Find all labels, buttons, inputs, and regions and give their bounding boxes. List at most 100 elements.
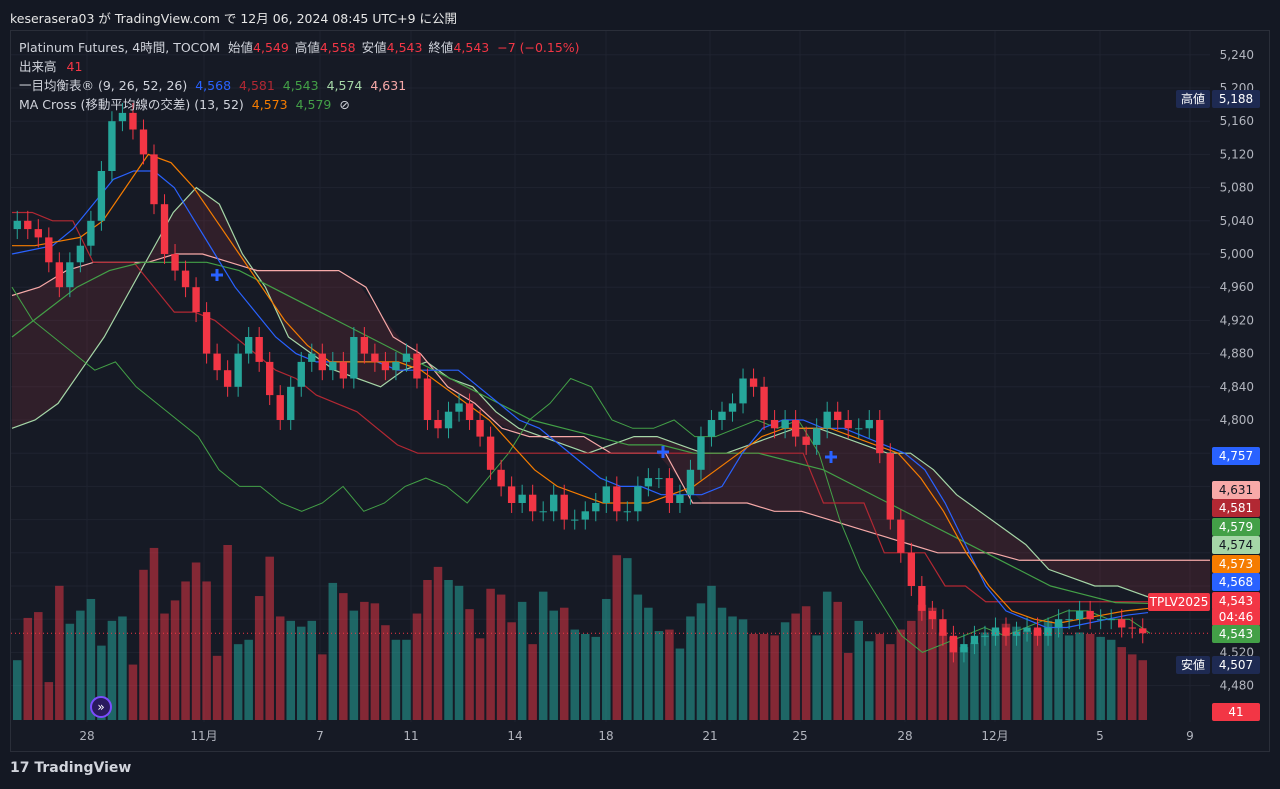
symbol-name: Platinum Futures, 4時間, TOCOM [19,40,221,55]
candle-body [1096,619,1105,621]
volume-bar [917,604,927,720]
volume-bar [286,620,295,720]
price-tick-label: 5,120 [1220,147,1254,161]
candle-body [339,361,348,379]
volume-bar [612,555,622,720]
ma-fast-value: 4,573 [251,97,288,112]
candle-body [571,519,579,521]
candle-body [686,469,695,495]
candle-body [560,494,568,520]
volume-bars [13,545,1147,720]
candle-body [707,420,716,437]
ichimoku-label: 一目均衡表® (9, 26, 52, 26) [19,78,188,93]
volume-bar [654,631,664,720]
candle-body [791,420,800,437]
volume-bar [1117,647,1126,720]
candle-body [223,370,232,387]
high-marker-label: 高値 [1176,90,1210,108]
ichimoku-tenkan-value: 4,568 [195,78,232,93]
candle-body [1054,619,1063,628]
candle-body [129,112,137,130]
candle-body [1044,627,1052,636]
volume-bar [318,654,327,720]
price-tick-label: 4,920 [1220,313,1254,327]
ma-cross-marker [657,446,669,458]
volume-bar [791,613,800,720]
candle-body [602,486,610,503]
price-tick-label: 4,880 [1220,347,1254,361]
eye-off-icon[interactable]: ⊘ [339,97,350,112]
ma-cross-legend[interactable]: MA Cross (移動平均線の交差) (13, 52) 4,573 4,579… [19,95,580,114]
candle-body [360,337,369,354]
candle-body [287,386,295,420]
volume-bar [307,620,317,720]
candle-body [255,337,263,362]
candle-body [118,112,127,122]
candle-body [1118,619,1126,628]
candle-body [949,635,958,653]
candle-body [497,469,505,487]
candle-body [665,478,674,503]
candle-body [171,254,179,271]
volume-bar [34,612,43,720]
tradingview-brand[interactable]: 17 TradingView [10,760,131,776]
price-scale-label: 04:46 [1212,608,1260,626]
volume-bar [949,636,958,720]
candle-body [434,420,442,429]
candle-body [329,361,337,371]
candle-body [939,619,947,636]
volume-bar [938,632,948,720]
ichimoku-spana-value: 4,574 [326,78,363,93]
volume-bar [181,581,190,720]
price-tick-label: 5,040 [1220,214,1254,228]
candle-body [181,270,190,288]
volume-bar [149,547,159,720]
high-label: 高値 [294,40,320,55]
volume-bar [381,625,390,720]
volume-bar [559,607,569,720]
volume-bar [833,601,842,720]
volume-bar [107,620,117,720]
volume-bar [1075,632,1084,720]
volume-label: 出来高 [19,59,57,74]
volume-bar [1138,660,1147,720]
candle-body [24,220,32,230]
volume-bar [686,616,695,720]
volume-bar [665,629,674,720]
candle-body [1002,627,1010,636]
ma-cross-marker [825,451,837,463]
candle-body [1107,619,1115,621]
candle-body [802,436,810,445]
volume-bar [412,613,422,720]
fast-forward-icon[interactable]: » [90,696,112,718]
volume-bar [780,622,790,720]
volume-bar [65,623,75,720]
volume-legend[interactable]: 出来高 41 [19,57,580,76]
volume-bar [812,635,821,720]
candle-body [623,511,632,513]
volume-bar [444,580,453,720]
main-series-legend[interactable]: Platinum Futures, 4時間, TOCOM 始値4,549 高値4… [19,38,580,57]
volume-bar [1127,654,1137,720]
volume-bar [675,648,685,720]
volume-bar [297,626,306,720]
ichimoku-cloud [12,187,1210,608]
candle-body [45,237,53,263]
candle-body [844,420,852,429]
price-tick-label: 5,240 [1220,48,1254,62]
time-tick-label: 14 [507,729,522,743]
volume-bar [1085,633,1095,720]
price-tick-label: 4,840 [1220,380,1254,394]
volume-bar [696,603,706,720]
price-scale-label: 4,757 [1212,447,1260,465]
candle-body [234,353,242,387]
price-tick-label: 4,520 [1220,645,1254,659]
volume-bar [402,639,411,720]
candle-body [770,420,779,429]
price-scale-label: 4,574 [1212,536,1260,554]
candle-body [276,395,284,420]
ichimoku-legend[interactable]: 一目均衡表® (9, 26, 52, 26) 4,568 4,581 4,543… [19,76,580,95]
candle-body [697,436,705,470]
candle-body [550,494,558,512]
